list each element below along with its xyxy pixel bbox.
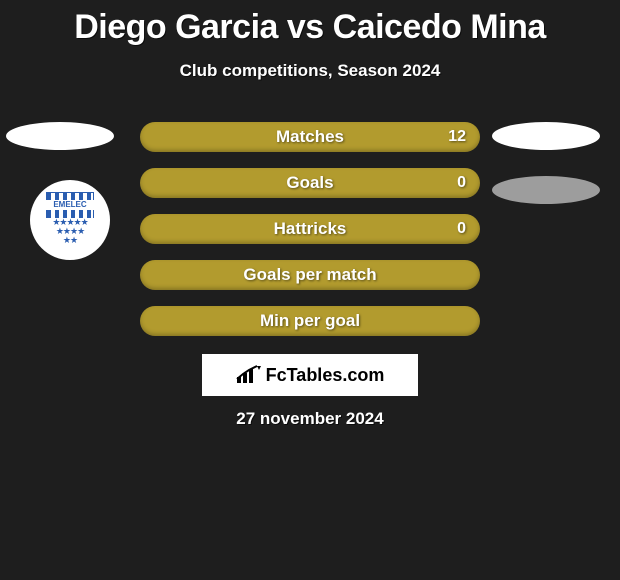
bar-chart-icon xyxy=(236,365,262,385)
stat-label: Hattricks xyxy=(274,219,347,239)
club-badge: EMELEC ★★★★★★★★★★★ xyxy=(30,180,110,260)
club-badge-text: EMELEC xyxy=(46,200,94,210)
page-title: Diego Garcia vs Caicedo Mina xyxy=(0,0,620,47)
date-text: 27 november 2024 xyxy=(0,409,620,429)
site-badge: FcTables.com xyxy=(202,354,418,396)
player-left-marker xyxy=(6,122,114,150)
stat-value-right: 0 xyxy=(457,214,466,244)
stat-row-min-per-goal: Min per goal xyxy=(140,306,480,336)
stat-label: Goals per match xyxy=(243,265,376,285)
site-name: FcTables.com xyxy=(266,365,385,386)
page-subtitle: Club competitions, Season 2024 xyxy=(0,61,620,81)
stat-value-right: 0 xyxy=(457,168,466,198)
stat-row-matches: Matches 12 xyxy=(140,122,480,152)
stat-label: Matches xyxy=(276,127,344,147)
stat-label: Goals xyxy=(286,173,333,193)
stat-label: Min per goal xyxy=(260,311,360,331)
stat-row-goals-per-match: Goals per match xyxy=(140,260,480,290)
stat-row-goals: Goals 0 xyxy=(140,168,480,198)
stats-container: Matches 12 Goals 0 Hattricks 0 Goals per… xyxy=(140,122,480,352)
player-right-marker-2 xyxy=(492,176,600,204)
stat-value-right: 12 xyxy=(448,122,466,152)
club-badge-stars-icon: ★★★★★★★★★★★ xyxy=(46,218,94,245)
stat-row-hattricks: Hattricks 0 xyxy=(140,214,480,244)
player-right-marker-1 xyxy=(492,122,600,150)
